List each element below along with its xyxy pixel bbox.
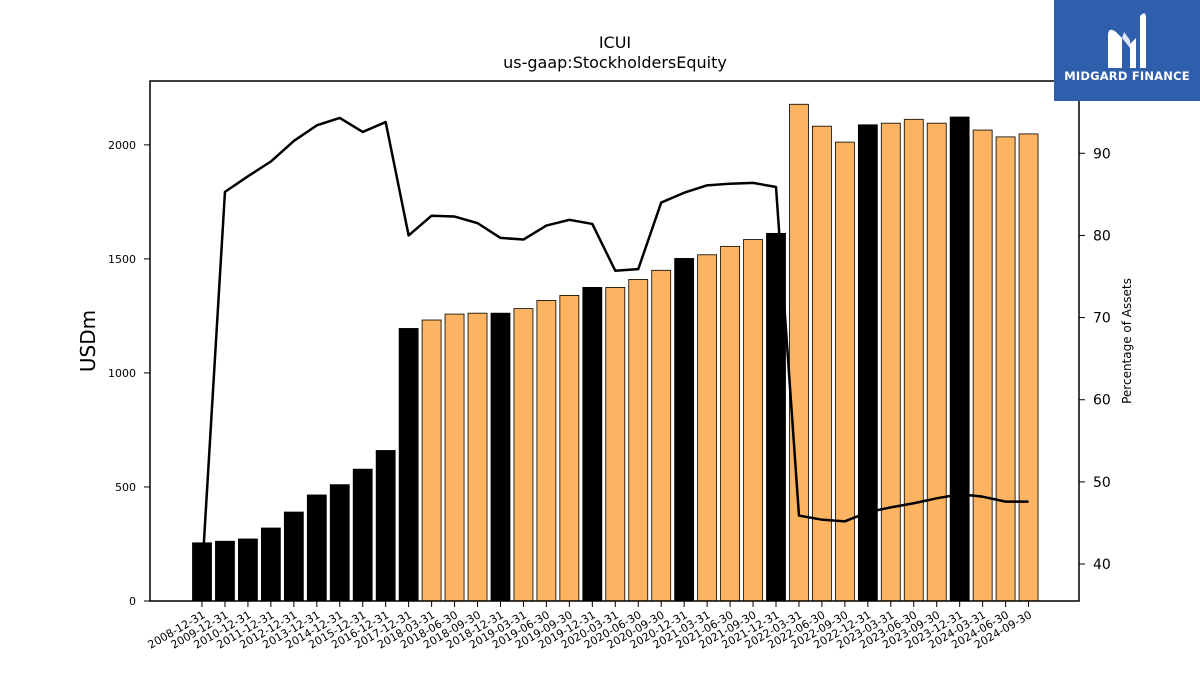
brand-logo: MIDGARD FINANCE (1054, 0, 1200, 101)
bar-2014-12-31 (329, 484, 350, 602)
bar-2024-06-30 (995, 136, 1016, 602)
bar-2023-06-30 (903, 118, 924, 602)
y2-tick-label: 40 (1093, 557, 1111, 573)
bar-2023-09-30 (926, 122, 947, 602)
bar-2019-09-30 (559, 294, 580, 602)
y-axis-right: 40 50 60 70 80 90 (1079, 146, 1111, 573)
bar-2019-12-31 (582, 286, 603, 602)
bar-2022-09-30 (834, 141, 855, 602)
bar-2022-12-31 (857, 124, 878, 602)
y2-tick-label: 60 (1093, 393, 1111, 409)
y2-tick-label: 50 (1093, 475, 1111, 491)
brand-name: MIDGARD FINANCE (1064, 69, 1190, 83)
bar-2018-12-31 (490, 312, 511, 602)
bar-2024-09-30 (1018, 133, 1039, 602)
bar-2023-03-31 (880, 122, 901, 602)
y-tick-label: 1500 (108, 253, 136, 266)
bar-2019-06-30 (536, 299, 557, 602)
bar-2009-12-31 (215, 540, 235, 602)
bar-2016-12-31 (375, 450, 396, 602)
bar-2023-12-31 (949, 116, 970, 602)
bar-2022-03-31 (789, 103, 809, 602)
y-tick-label: 0 (129, 595, 136, 608)
bar-2011-12-31 (260, 527, 281, 602)
y-tick-label: 1000 (108, 367, 136, 380)
bar-2018-06-30 (444, 313, 465, 602)
bar-2012-12-31 (283, 511, 304, 602)
y2-tick-label: 80 (1093, 228, 1111, 244)
percentage-of-assets-line (200, 116, 1029, 574)
bar-2022-06-30 (812, 125, 832, 602)
y2-axis-label: Percentage of Assets (1120, 278, 1134, 404)
bar-2020-03-31 (605, 286, 626, 602)
bar-2020-06-30 (628, 279, 649, 602)
y-axis-label: USDm (76, 310, 100, 372)
bar-2020-12-31 (674, 258, 695, 602)
y2-tick-label: 90 (1093, 146, 1111, 162)
bar-2018-03-31 (421, 319, 442, 602)
bar-2021-09-30 (743, 239, 763, 602)
y-tick-label: 2000 (108, 139, 136, 152)
y-tick-label: 500 (115, 481, 136, 494)
bar-2017-12-31 (398, 328, 419, 602)
bar-2010-12-31 (238, 538, 258, 602)
bar-series (192, 103, 1039, 602)
bar-2020-09-30 (651, 269, 672, 602)
x-axis: 2008-12-312009-12-312010-12-312011-12-31… (146, 601, 1034, 652)
plot-frame (149, 80, 1080, 602)
bar-2018-09-30 (467, 312, 488, 602)
bar-2024-03-31 (972, 129, 993, 602)
y-axis-left: 0 500 1000 1500 2000 (108, 139, 150, 608)
bar-2015-12-31 (352, 468, 373, 602)
bar-2019-03-31 (513, 308, 534, 602)
bar-2013-12-31 (306, 494, 327, 602)
chart-title: ICUI (599, 33, 631, 52)
midgard-m-logo-icon (1108, 13, 1146, 68)
y2-tick-label: 70 (1093, 311, 1111, 327)
bar-2021-03-31 (697, 254, 718, 602)
chart-subtitle: us-gaap:StockholdersEquity (503, 53, 727, 72)
bar-2021-06-30 (720, 245, 740, 602)
